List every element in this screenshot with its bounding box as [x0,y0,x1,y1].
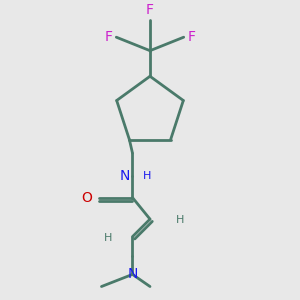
Text: F: F [104,30,112,44]
Text: F: F [188,30,196,44]
Text: H: H [143,171,152,181]
Text: F: F [146,3,154,17]
Text: N: N [127,267,138,281]
Text: N: N [119,169,130,183]
Text: H: H [176,215,184,226]
Text: H: H [104,233,112,243]
Text: O: O [81,190,92,205]
